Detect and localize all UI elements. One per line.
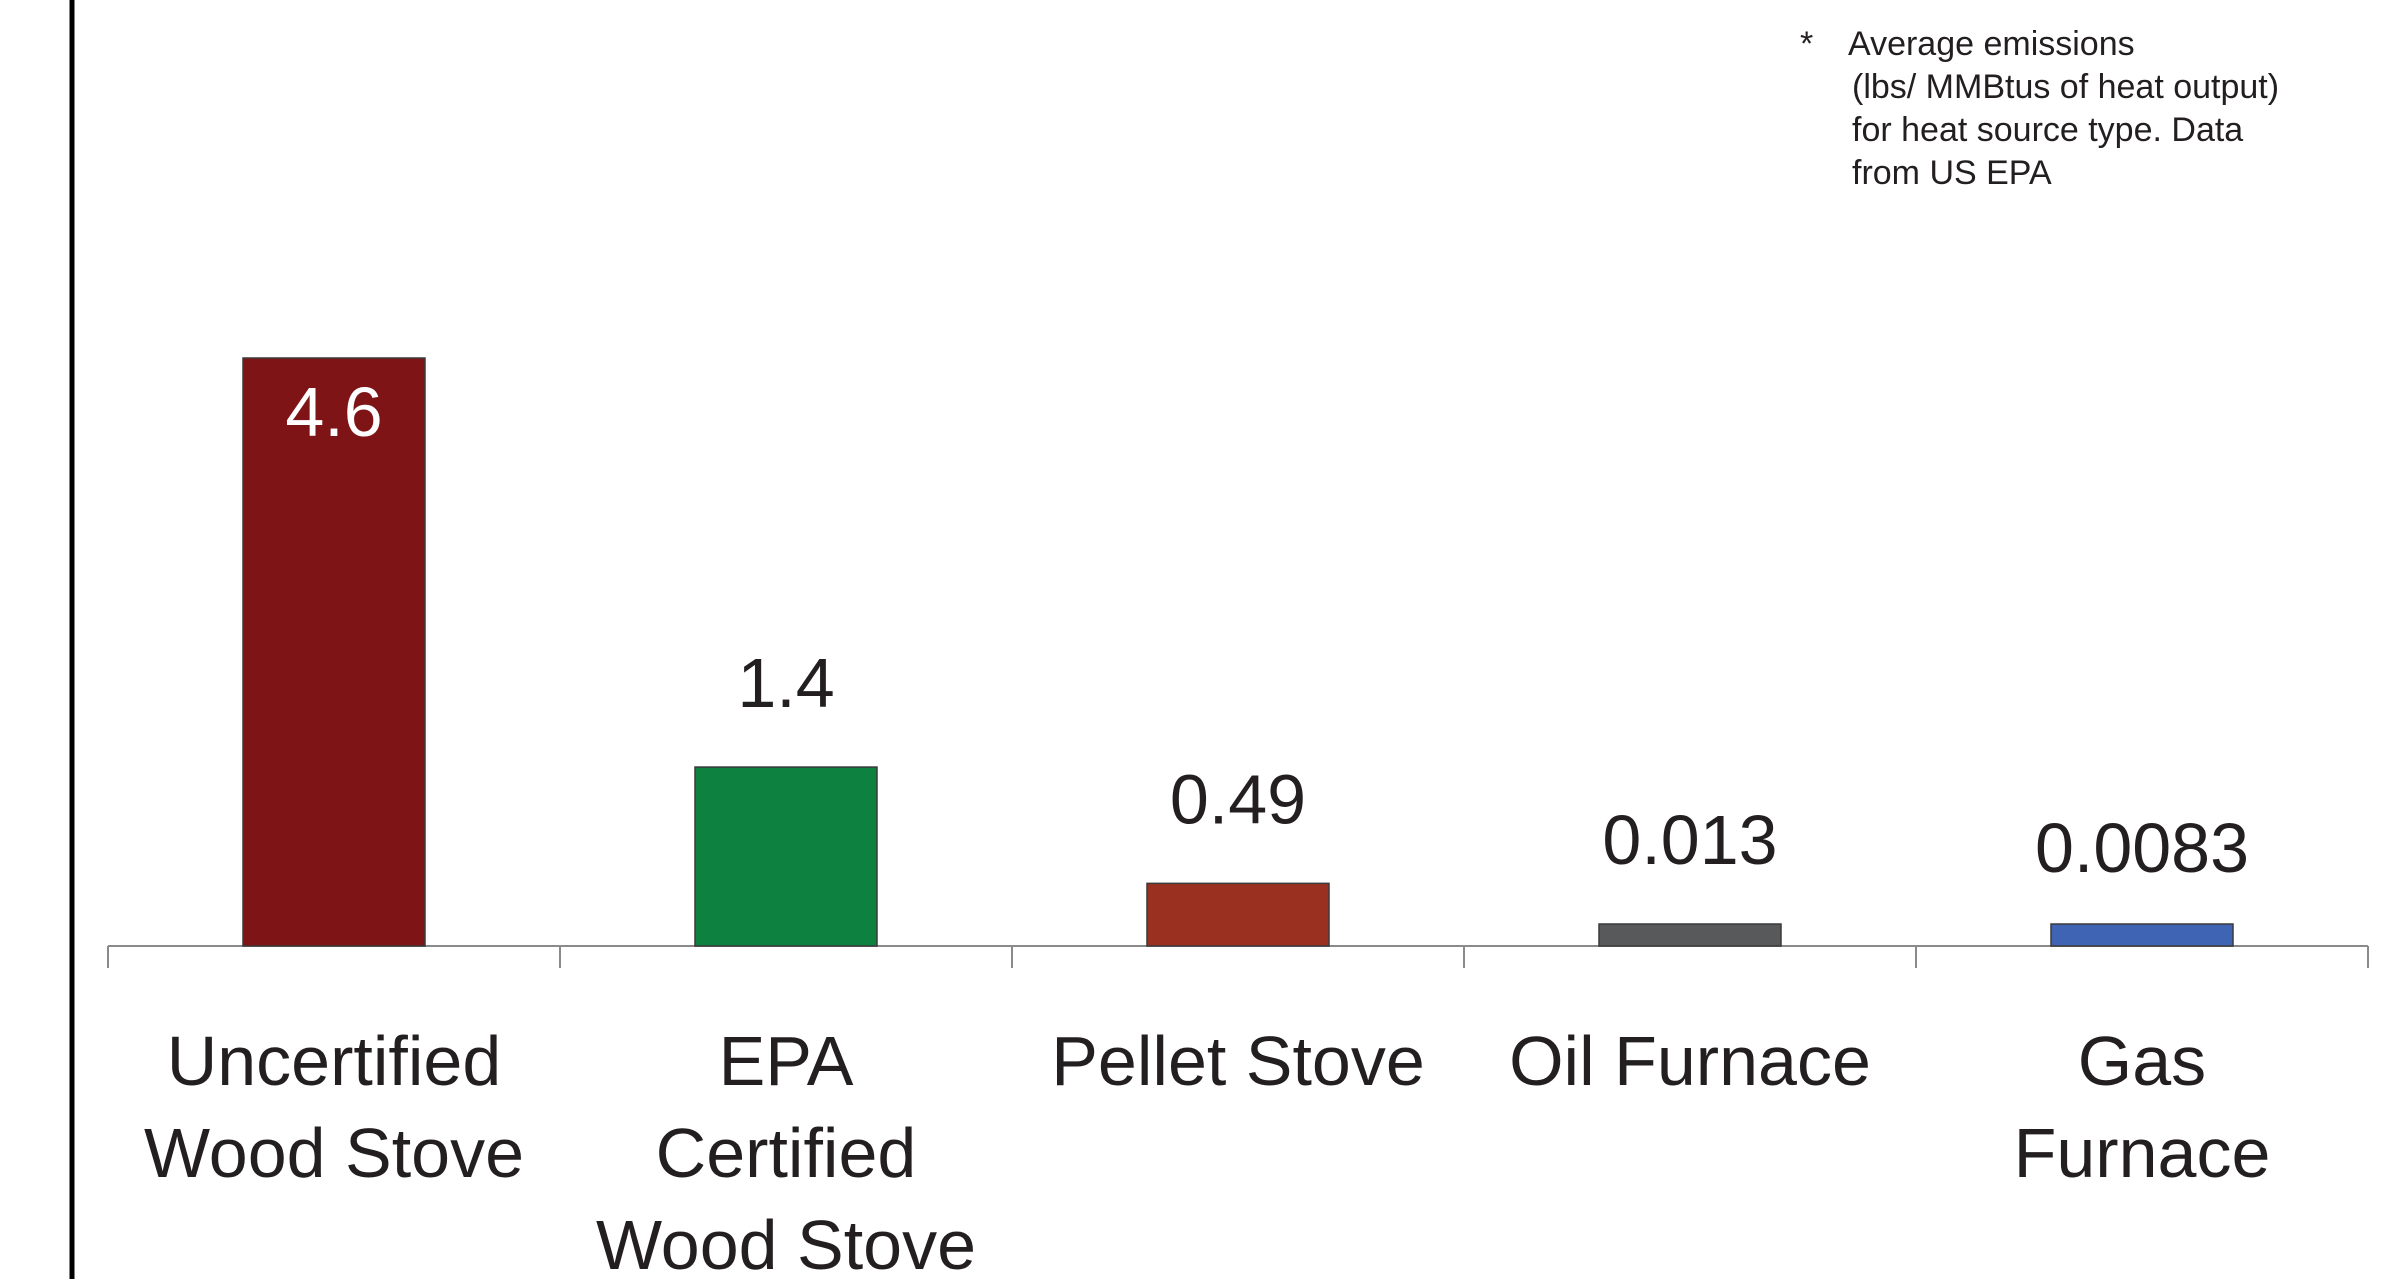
category-label-line: Certified: [656, 1114, 917, 1192]
category-label-line: Uncertified: [167, 1022, 502, 1100]
category-label-line: EPA: [719, 1022, 854, 1100]
footnote-line: from US EPA: [1852, 154, 2052, 192]
data-label: 0.0083: [2035, 809, 2249, 887]
value-labels: 4.6 1.4 0.49 0.013 0.0083: [285, 373, 2249, 887]
category-label: Uncertified Wood Stove: [144, 1022, 524, 1192]
footnote: * Average emissions (lbs/ MMBtus of heat…: [1800, 25, 2279, 192]
category-label: Pellet Stove: [1051, 1022, 1425, 1100]
footnote-line: for heat source type. Data: [1852, 111, 2243, 149]
category-label: Oil Furnace: [1509, 1022, 1871, 1100]
bar: [1146, 882, 1330, 947]
category-label-line: Pellet Stove: [1051, 1022, 1425, 1100]
category-label-line: Furnace: [2014, 1114, 2271, 1192]
bars: [242, 357, 2234, 947]
bar: [1598, 923, 1782, 947]
data-label: 1.4: [737, 644, 834, 722]
category-label-line: Oil Furnace: [1509, 1022, 1871, 1100]
footnote-marker: *: [1800, 25, 1813, 63]
footnote-line: (lbs/ MMBtus of heat output): [1852, 68, 2279, 106]
footnote-line: Average emissions: [1848, 25, 2135, 63]
data-label: 4.6: [285, 373, 382, 451]
category-label-line: Wood Stove: [144, 1114, 524, 1192]
bar: [694, 766, 878, 947]
category-label-line: Wood Stove: [596, 1206, 976, 1279]
category-label: Gas Furnace: [2014, 1022, 2271, 1192]
bar: [242, 357, 426, 947]
x-axis-ticks: [107, 946, 2369, 968]
bar: [2050, 923, 2234, 947]
category-label: EPA Certified Wood Stove: [596, 1022, 976, 1279]
category-labels: Uncertified Wood Stove EPA Certified Wood St…: [144, 1022, 2270, 1279]
category-label-line: Gas: [2078, 1022, 2206, 1100]
data-label: 0.013: [1602, 801, 1777, 879]
data-label: 0.49: [1170, 760, 1306, 838]
